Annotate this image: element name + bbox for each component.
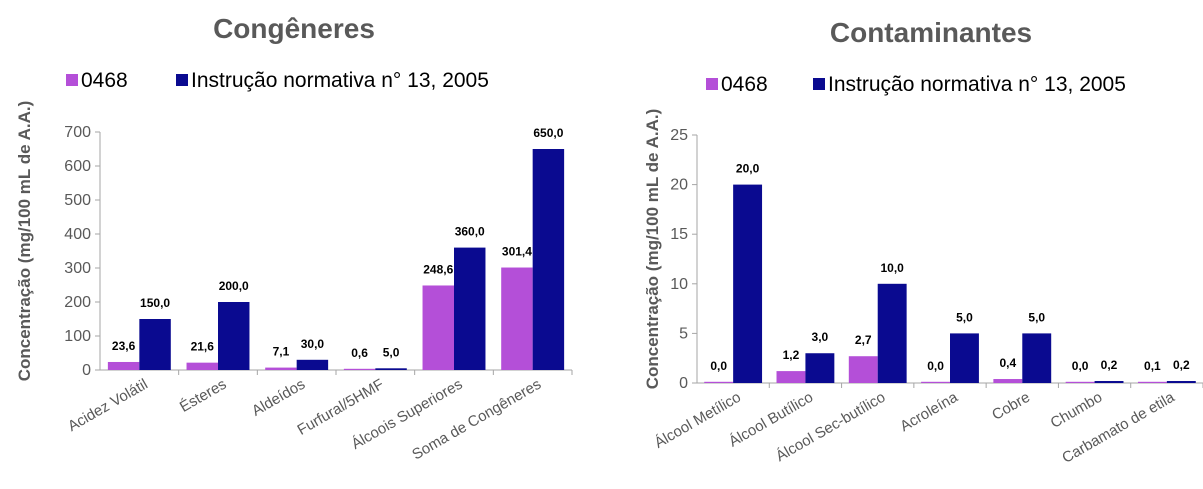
y-tick-label: 15 — [670, 226, 688, 243]
bar-sample — [848, 356, 878, 383]
data-label: 1,2 — [783, 348, 800, 362]
bar-norm — [218, 302, 250, 370]
bar-norm — [1022, 333, 1052, 383]
chart-contaminantes: Contaminantes Concentração (mg/100 mL de … — [643, 17, 1203, 467]
data-label: 650,0 — [533, 126, 563, 140]
data-label: 10,0 — [880, 261, 904, 275]
bar-norm — [733, 184, 763, 383]
legend-swatch-0 — [706, 78, 718, 90]
bar-sample — [107, 361, 140, 370]
bar-norm — [950, 333, 979, 383]
y-tick-label: 25 — [670, 127, 688, 144]
legend-swatch-1 — [176, 74, 188, 86]
y-tick-label: 0 — [82, 362, 91, 379]
legend-swatch-0 — [66, 74, 78, 86]
data-label: 23,6 — [112, 339, 136, 353]
y-tick-label: 500 — [64, 192, 91, 209]
bar-sample — [186, 362, 218, 370]
legend-entry-0: 0468 — [721, 73, 768, 96]
data-label: 0,1 — [1144, 359, 1161, 373]
legend-entry-1: Instrução normativa n° 13, 2005 — [828, 73, 1126, 96]
legend-entry-0: 0468 — [81, 69, 128, 92]
data-label: 3,0 — [812, 330, 829, 344]
bar-norm — [1094, 381, 1124, 383]
data-label: 0,2 — [1101, 358, 1118, 372]
y-tick-label: 300 — [64, 260, 91, 277]
bar-sample — [343, 368, 376, 370]
bar-sample — [1065, 381, 1095, 383]
bar-sample — [1137, 381, 1167, 383]
data-label: 21,6 — [191, 340, 215, 354]
data-label: 150,0 — [140, 296, 170, 310]
bar-norm — [296, 359, 329, 370]
y-tick-label: 20 — [670, 177, 688, 194]
bar-sample — [265, 367, 297, 370]
data-label: 20,0 — [736, 162, 760, 176]
data-label: 200,0 — [219, 279, 249, 293]
data-label: 301,4 — [502, 245, 532, 259]
data-label: 5,0 — [1028, 310, 1045, 324]
legend-entry-1: Instrução normativa n° 13, 2005 — [191, 69, 489, 92]
bar-norm — [877, 283, 907, 383]
data-label: 0,2 — [1173, 358, 1190, 372]
y-tick-label: 700 — [64, 124, 91, 141]
category-label: Acroleína — [897, 388, 961, 435]
category-label: Soma de Congêneres — [409, 376, 544, 464]
bar-norm — [375, 368, 407, 370]
category-label: Aldeídos — [249, 376, 308, 420]
data-label: 248,6 — [423, 262, 453, 276]
bar-sample — [422, 285, 454, 370]
chart-title: Contaminantes — [830, 17, 1032, 48]
bar-sample — [704, 381, 734, 383]
y-tick-label: 10 — [670, 276, 688, 293]
data-label: 30,0 — [301, 337, 325, 351]
bar-norm — [454, 247, 486, 370]
category-label: Acidez Volátil — [65, 376, 151, 435]
data-label: 0,0 — [710, 359, 727, 373]
bar-norm — [139, 319, 171, 370]
y-tick-label: 5 — [679, 325, 688, 342]
y-tick-label: 600 — [64, 158, 91, 175]
data-label: 0,4 — [999, 356, 1016, 370]
category-label: Ésteres — [177, 376, 230, 416]
chart-title: Congêneres — [213, 13, 375, 44]
y-tick-label: 0 — [679, 375, 688, 392]
bar-norm — [805, 353, 835, 383]
data-label: 0,0 — [1072, 359, 1089, 373]
bar-norm — [532, 149, 565, 370]
bar-sample — [993, 379, 1023, 383]
data-label: 0,0 — [927, 359, 944, 373]
y-tick-label: 100 — [64, 328, 91, 345]
data-label: 5,0 — [956, 310, 973, 324]
y-axis-label: Concentração (mg/100 mL de A.A.) — [643, 109, 662, 390]
data-label: 0,6 — [351, 346, 368, 360]
bar-norm — [1166, 381, 1196, 383]
bar-sample — [501, 267, 533, 370]
bar-sample — [776, 371, 806, 383]
y-axis-label: Concentração (mg/100 mL de A.A.) — [15, 101, 34, 382]
data-label: 2,7 — [855, 333, 872, 347]
bar-sample — [921, 381, 950, 383]
data-label: 5,0 — [383, 345, 400, 359]
legend-swatch-1 — [813, 78, 825, 90]
y-tick-label: 200 — [64, 294, 91, 311]
data-label: 7,1 — [273, 345, 290, 359]
y-tick-label: 400 — [64, 226, 91, 243]
chart-congeneres: Congêneres Concentração (mg/100 mL de A.A… — [15, 13, 573, 464]
data-label: 360,0 — [455, 225, 485, 239]
category-label: Cobre — [989, 389, 1033, 424]
category-label: Chumbo — [1048, 389, 1106, 432]
